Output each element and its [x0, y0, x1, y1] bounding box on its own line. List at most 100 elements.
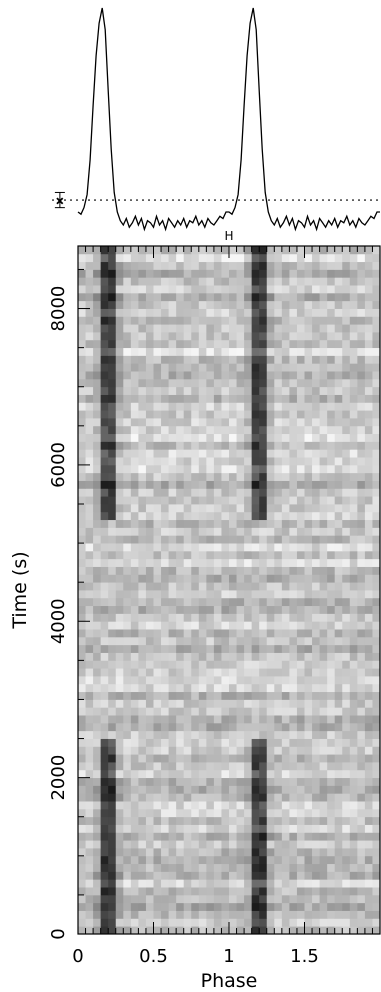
heatmap-cell: [100, 746, 109, 755]
heatmap-cell: [176, 253, 185, 263]
heatmap-cell: [304, 394, 313, 403]
heatmap-cell: [364, 621, 373, 630]
heatmap-cell: [78, 371, 86, 380]
heatmap-cell: [191, 285, 200, 294]
heatmap-cell: [138, 902, 147, 911]
heatmap-cell: [259, 464, 268, 474]
heatmap-cell: [266, 441, 275, 450]
heatmap-cell: [85, 793, 94, 802]
heatmap-cell: [93, 519, 102, 528]
heatmap-cell: [372, 652, 381, 661]
heatmap-cell: [138, 425, 147, 435]
heatmap-cell: [130, 871, 139, 880]
heatmap-cell: [349, 730, 358, 739]
heatmap-cell: [78, 277, 86, 286]
heatmap-cell: [312, 848, 320, 857]
heatmap-cell: [319, 816, 328, 825]
heatmap-cell: [85, 855, 94, 865]
heatmap-cell: [236, 660, 245, 669]
heatmap-cell: [312, 730, 320, 739]
heatmap-cell: [176, 285, 185, 294]
heatmap-cell: [115, 527, 124, 536]
heatmap-cell: [168, 347, 177, 356]
heatmap-cell: [108, 433, 117, 442]
heatmap-cell: [349, 738, 358, 747]
heatmap-cell: [183, 801, 192, 810]
heatmap-cell: [108, 754, 117, 763]
heatmap-cell: [342, 722, 351, 732]
heatmap-cell: [153, 472, 162, 481]
heatmap-cell: [349, 840, 358, 849]
heatmap-cell: [334, 441, 343, 450]
heatmap-cell: [296, 332, 305, 341]
heatmap-cell: [93, 668, 102, 677]
heatmap-cell: [138, 738, 147, 747]
heatmap-cell: [191, 527, 200, 536]
heatmap-cell: [281, 449, 290, 458]
heatmap-cell: [176, 261, 185, 270]
heatmap-cell: [327, 519, 336, 528]
heatmap-cell: [334, 824, 343, 833]
heatmap-cell: [168, 378, 177, 388]
heatmap-cell: [334, 566, 343, 575]
heatmap-cell: [236, 816, 245, 825]
heatmap-cell: [198, 840, 207, 849]
heatmap-cell: [304, 378, 313, 388]
heatmap-cell: [349, 715, 358, 724]
heatmap-cell: [334, 316, 343, 325]
heatmap-cell: [191, 558, 200, 567]
heatmap-cell: [312, 488, 320, 497]
heatmap-cell: [108, 363, 117, 372]
heatmap-cell: [183, 457, 192, 466]
heatmap-cell: [100, 769, 109, 779]
heatmap-cell: [145, 754, 154, 763]
heatmap-cell: [364, 590, 373, 599]
heatmap-cell: [349, 558, 358, 567]
heatmap-cell: [206, 762, 215, 771]
heatmap-cell: [274, 785, 283, 794]
heatmap-cell: [221, 449, 230, 458]
heatmap-cell: [327, 332, 336, 341]
heatmap-cell: [289, 730, 298, 739]
heatmap-cell: [85, 894, 94, 904]
heatmap-cell: [161, 394, 169, 403]
heatmap-cell: [213, 715, 222, 724]
heatmap-cell: [123, 793, 132, 802]
heatmap-cell: [229, 535, 237, 544]
heatmap-cell: [191, 246, 200, 255]
heatmap-cell: [176, 574, 185, 583]
heatmap-cell: [198, 253, 207, 263]
heatmap-cell: [161, 378, 169, 388]
heatmap-cell: [334, 848, 343, 857]
heatmap-cell: [319, 449, 328, 458]
heatmap-cell: [259, 801, 268, 810]
heatmap-cell: [349, 824, 358, 833]
heatmap-cell: [176, 652, 185, 661]
heatmap-cell: [349, 394, 358, 403]
heatmap-cell: [274, 496, 283, 505]
heatmap-cell: [138, 855, 147, 865]
heatmap-cell: [176, 683, 185, 693]
heatmap-cell: [183, 605, 192, 614]
heatmap-cell: [123, 527, 132, 536]
heatmap-cell: [115, 894, 124, 904]
heatmap-cell: [78, 636, 86, 646]
heatmap-cell: [349, 324, 358, 333]
heatmap-cell: [93, 840, 102, 849]
heatmap-cell: [198, 480, 207, 489]
heatmap-cell: [168, 613, 177, 622]
heatmap-cell: [251, 652, 260, 661]
heatmap-cell: [161, 285, 169, 294]
heatmap-cell: [85, 308, 94, 317]
heatmap-cell: [138, 496, 147, 505]
heatmap-cell: [115, 887, 124, 896]
heatmap-cell: [221, 324, 230, 333]
heatmap-cell: [198, 816, 207, 825]
heatmap-cell: [229, 496, 237, 505]
heatmap-cell: [138, 730, 147, 739]
heatmap-cell: [357, 762, 366, 771]
heatmap-cell: [108, 707, 117, 716]
heatmap-cell: [274, 699, 283, 708]
heatmap-cell: [108, 488, 117, 497]
heatmap-cell: [221, 636, 230, 646]
